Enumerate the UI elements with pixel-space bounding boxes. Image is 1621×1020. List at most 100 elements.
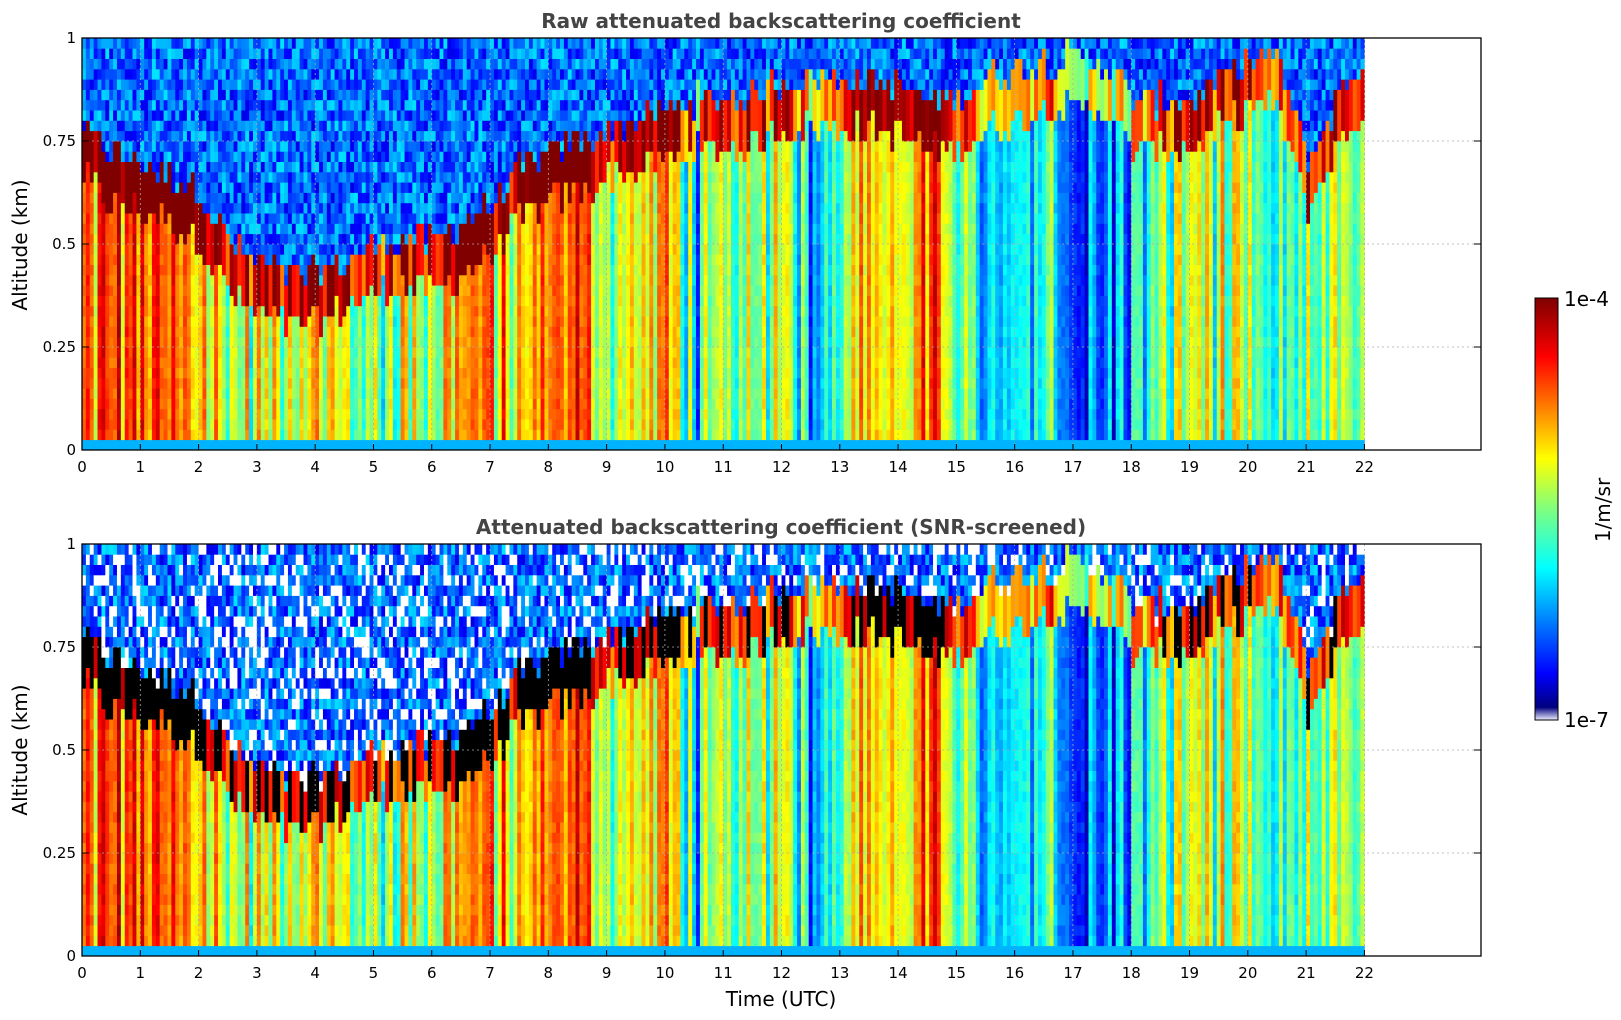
heatmap-cell [116, 223, 122, 235]
heatmap-cell [462, 377, 468, 389]
heatmap-cell [458, 110, 464, 121]
heatmap-cell [190, 223, 196, 235]
heatmap-cell [252, 233, 258, 245]
heatmap-cell [109, 233, 114, 245]
heatmap-cell [307, 336, 312, 348]
heatmap-cell [400, 141, 405, 152]
heatmap-cell [148, 336, 153, 348]
heatmap-cell [525, 182, 530, 193]
heatmap-cell [377, 182, 382, 193]
heatmap-cell [482, 439, 487, 450]
heatmap-cell [338, 264, 343, 276]
heatmap-cell [330, 213, 335, 224]
heatmap-cell [245, 182, 250, 193]
heatmap-cell [311, 295, 316, 307]
heatmap-cell [400, 357, 405, 368]
heatmap-cell [552, 89, 557, 101]
heatmap-cell [427, 398, 433, 410]
heatmap-cell [132, 48, 137, 59]
heatmap-cell [521, 439, 526, 450]
heatmap-cell [420, 130, 425, 142]
heatmap-cell [241, 439, 246, 450]
heatmap-cell [221, 182, 227, 193]
heatmap-cell [408, 141, 413, 152]
heatmap-cell [396, 202, 402, 214]
heatmap-cell [338, 99, 343, 111]
heatmap-cell [544, 161, 549, 173]
heatmap-cell [167, 68, 172, 80]
heatmap-cell [435, 336, 440, 348]
heatmap-cell [443, 408, 448, 420]
heatmap-cell [342, 367, 347, 379]
heatmap-cell [334, 439, 339, 450]
heatmap-cell [486, 274, 491, 286]
heatmap-cell [221, 120, 227, 132]
heatmap-cell [276, 305, 281, 317]
heatmap-cell [532, 233, 538, 245]
heatmap-cell [291, 439, 297, 450]
heatmap-cell [113, 171, 118, 183]
heatmap-cell [183, 223, 188, 235]
heatmap-cell [532, 264, 538, 276]
heatmap-cell [97, 68, 102, 80]
heatmap-cell [513, 161, 518, 173]
heatmap-cell [420, 244, 425, 255]
heatmap-cell [249, 79, 254, 90]
heatmap-cell [334, 244, 339, 255]
heatmap-cell [97, 254, 102, 265]
heatmap-cell [416, 79, 421, 90]
heatmap-cell [252, 347, 258, 358]
heatmap-cell [462, 38, 468, 49]
heatmap-cell [443, 110, 448, 121]
heatmap-cell [101, 419, 106, 430]
heatmap-cell [97, 171, 102, 183]
heatmap-cell [451, 347, 456, 358]
heatmap-cell [505, 377, 510, 389]
heatmap-cell [552, 377, 557, 389]
heatmap-cell [319, 326, 324, 338]
heatmap-cell [381, 254, 386, 265]
heatmap-cell [326, 151, 332, 162]
heatmap-cell [229, 439, 234, 450]
heatmap-cell [221, 357, 227, 368]
heatmap-cell [431, 161, 437, 173]
heatmap-cell [97, 377, 102, 389]
heatmap-cell [381, 316, 386, 327]
heatmap-cell [532, 336, 538, 348]
heatmap-cell [109, 264, 114, 276]
heatmap-cell [458, 182, 464, 193]
heatmap-cell [148, 429, 153, 441]
heatmap-cell [132, 223, 137, 235]
heatmap-cell [291, 326, 297, 338]
heatmap-cell [190, 192, 196, 204]
heatmap-cell [548, 408, 553, 420]
heatmap-cell [280, 408, 285, 420]
heatmap-cell [392, 213, 398, 224]
heatmap-cell [175, 305, 180, 317]
heatmap-cell [462, 357, 468, 368]
heatmap-cell [175, 213, 180, 224]
heatmap-cell [443, 357, 448, 368]
heatmap-cell [148, 202, 153, 214]
heatmap-cell [315, 79, 320, 90]
heatmap-cell [245, 223, 250, 235]
heatmap-cell [155, 110, 161, 121]
heatmap-cell [198, 305, 203, 317]
heatmap-cell [291, 305, 297, 317]
heatmap-cell [237, 151, 242, 162]
heatmap-cell [183, 182, 188, 193]
heatmap-cell [144, 398, 149, 410]
heatmap-cell [116, 264, 122, 276]
heatmap-cell [249, 192, 254, 204]
heatmap-cell [431, 419, 437, 430]
heatmap-cell [342, 233, 347, 245]
heatmap-cell [264, 295, 269, 307]
heatmap-cell [179, 99, 184, 111]
heatmap-cell [525, 120, 530, 132]
heatmap-cell [373, 274, 378, 286]
heatmap-cell [412, 408, 417, 420]
heatmap-cell [93, 439, 98, 450]
heatmap-cell [85, 347, 91, 358]
heatmap-cell [330, 305, 335, 317]
heatmap-cell [420, 357, 425, 368]
